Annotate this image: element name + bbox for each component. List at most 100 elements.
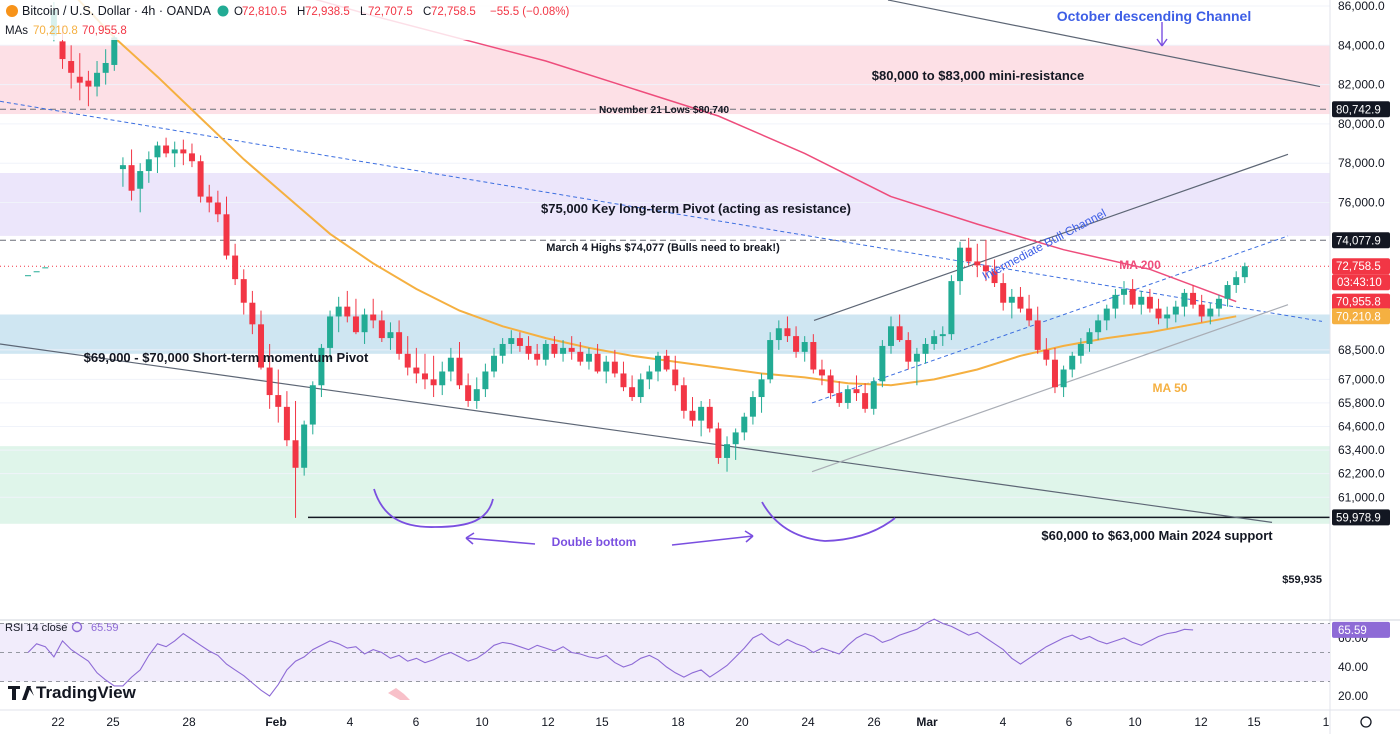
time-tick-label: 25 xyxy=(106,715,120,729)
candle-body xyxy=(534,353,541,360)
price-label-text: 59,978.9 xyxy=(1336,512,1381,524)
candle-body xyxy=(1129,288,1136,305)
candle xyxy=(853,375,860,401)
candle xyxy=(542,340,549,366)
candle xyxy=(111,35,118,71)
candle-body xyxy=(620,373,627,388)
price-label-box xyxy=(1332,232,1390,249)
candle xyxy=(327,310,334,360)
candle xyxy=(206,184,213,213)
zone-main-support xyxy=(0,446,1330,524)
candle-body xyxy=(370,314,377,321)
candle-body xyxy=(137,171,144,189)
candle xyxy=(378,310,385,343)
candle xyxy=(1164,306,1171,329)
candle-body xyxy=(913,353,920,362)
candle xyxy=(491,347,498,378)
price-label-down: 72,758.5 xyxy=(1332,258,1390,275)
candle-body xyxy=(680,385,687,411)
bitcoin-icon xyxy=(6,5,18,17)
time-tick-label: Mar xyxy=(916,715,938,729)
candle-body xyxy=(404,353,411,368)
candle-body xyxy=(232,255,239,280)
time-tick-label: 12 xyxy=(1194,715,1208,729)
candle-body xyxy=(888,326,894,346)
candle xyxy=(309,381,316,435)
candle xyxy=(844,385,851,409)
candle-body xyxy=(818,369,825,376)
candle xyxy=(534,343,541,366)
price-tick-label: 64,600.0 xyxy=(1338,420,1385,434)
candle-body xyxy=(413,367,420,374)
candle xyxy=(413,347,420,384)
candle-body xyxy=(715,428,722,458)
price-tick-label: 61,000.0 xyxy=(1338,490,1385,504)
candle xyxy=(447,347,454,382)
candle xyxy=(879,340,886,388)
candle-body xyxy=(1017,296,1024,309)
candle xyxy=(1198,294,1205,323)
candle-body xyxy=(180,149,187,154)
zone-momentum-pivot xyxy=(0,314,1330,354)
candle xyxy=(715,422,722,464)
candle xyxy=(922,338,929,364)
time-tick-label: 26 xyxy=(867,715,881,729)
candle xyxy=(801,336,808,362)
time-tick-label: 6 xyxy=(1066,715,1073,729)
candle-body xyxy=(1043,349,1050,360)
double-bottom-label: Double bottom xyxy=(552,535,637,549)
candle xyxy=(603,355,610,384)
candle xyxy=(283,391,290,447)
candle xyxy=(741,412,748,441)
candle xyxy=(119,157,126,187)
candle xyxy=(629,375,636,401)
legend-backdrop xyxy=(0,0,560,40)
candle-body xyxy=(767,340,774,380)
double-bottom-arc-right xyxy=(761,501,896,542)
candle-body xyxy=(491,355,498,372)
candle-body xyxy=(439,371,446,386)
countdown-text: 03:43:10 xyxy=(1337,277,1382,289)
price-tick-label: 82,000.0 xyxy=(1338,78,1385,92)
settings-gear-icon[interactable] xyxy=(1360,716,1372,728)
candle xyxy=(1086,328,1093,352)
price-axis[interactable] xyxy=(1330,0,1400,734)
time-tick-label: 4 xyxy=(1000,715,1007,729)
candle xyxy=(1241,262,1248,284)
candle-body xyxy=(1121,288,1128,295)
price-tick-label: 78,000.0 xyxy=(1338,156,1385,170)
candle xyxy=(551,336,558,358)
candle-body xyxy=(870,381,877,409)
candle xyxy=(560,340,567,362)
rsi-settings-icon[interactable] xyxy=(71,621,83,633)
candle xyxy=(128,149,135,201)
candle xyxy=(784,316,791,343)
candle-body xyxy=(1008,296,1015,303)
candle-body xyxy=(749,397,756,417)
candle xyxy=(180,139,187,166)
double-bottom-arrow-right xyxy=(671,530,754,546)
zone-key-pivot xyxy=(0,173,1330,236)
candle-body xyxy=(793,336,800,352)
candle-body xyxy=(931,336,938,344)
bull-channel-bottom-line xyxy=(811,304,1289,473)
candle xyxy=(775,320,782,350)
candle-body xyxy=(59,41,66,60)
candle-body xyxy=(732,432,739,445)
candle-body xyxy=(879,345,886,382)
candle xyxy=(905,332,912,370)
candle-body xyxy=(775,328,782,341)
candle-body xyxy=(1000,283,1007,303)
candle-body xyxy=(223,214,230,256)
candle-body xyxy=(1060,369,1067,388)
candle xyxy=(1224,281,1231,307)
candle xyxy=(301,420,308,476)
ma200-label: MA 200 xyxy=(1119,258,1161,272)
candle xyxy=(197,155,204,203)
time-tick-label: 12 xyxy=(541,715,555,729)
time-tick-label: 20 xyxy=(735,715,749,729)
candle xyxy=(1129,279,1136,309)
ma200-legend-value: 70,955.8 xyxy=(82,25,127,37)
october-channel-bottom-line xyxy=(0,343,1273,523)
